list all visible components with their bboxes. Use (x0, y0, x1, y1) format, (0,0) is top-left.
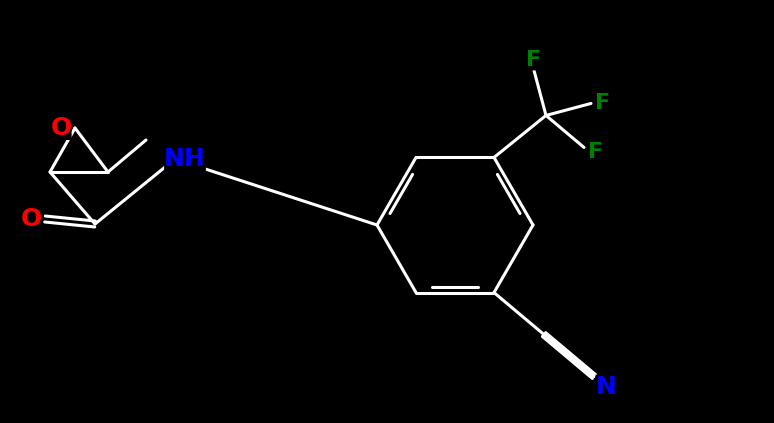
Text: N: N (595, 374, 616, 398)
Text: F: F (588, 143, 604, 162)
Text: F: F (595, 93, 611, 113)
Text: F: F (526, 50, 542, 71)
Text: O: O (20, 207, 42, 231)
Text: NH: NH (164, 147, 206, 171)
Text: O: O (50, 116, 72, 140)
